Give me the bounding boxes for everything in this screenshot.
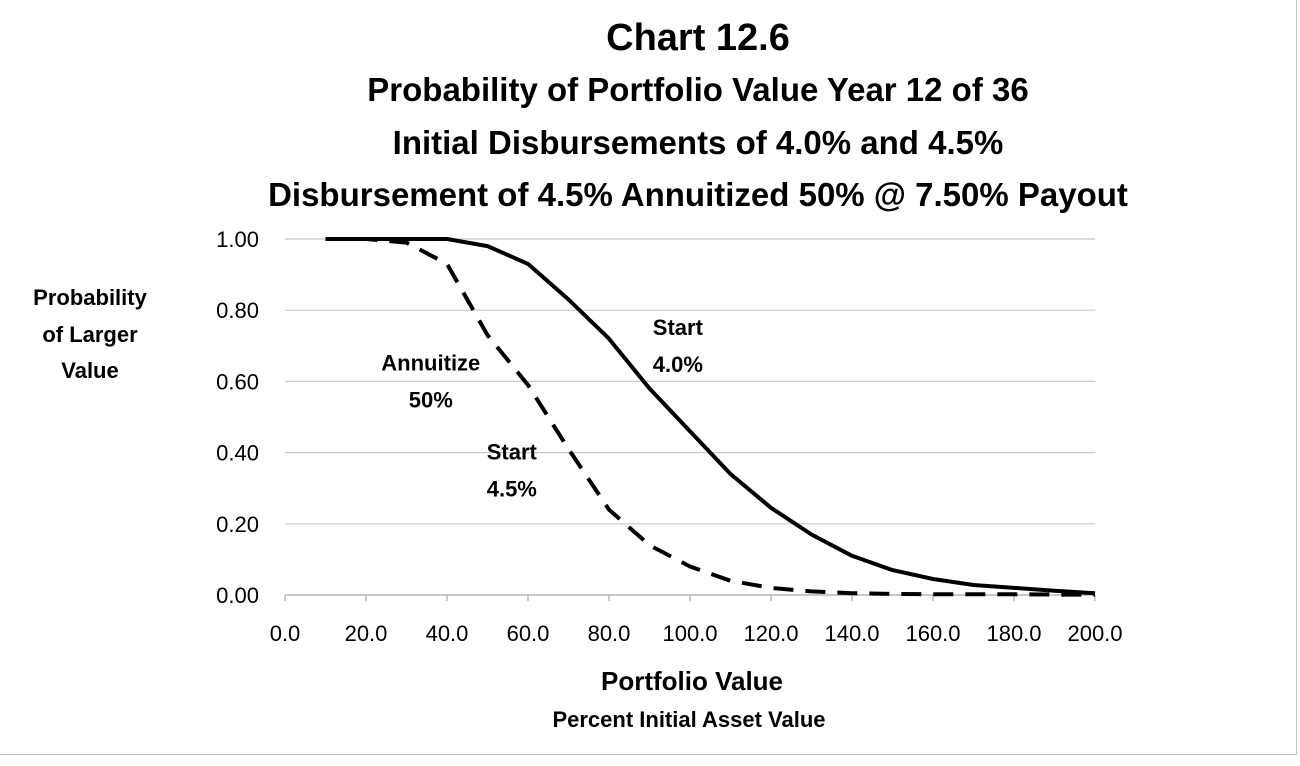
x-tick-label: 140.0: [824, 621, 879, 646]
x-tick-label: 100.0: [662, 621, 717, 646]
series-line-solid: [325, 237, 1096, 596]
series-lines: [325, 237, 1096, 597]
x-tick-label: 120.0: [743, 621, 798, 646]
chart-subtitle-1: Probability of Portfolio Value Year 12 o…: [367, 71, 1028, 108]
annotation-line: Start: [653, 315, 704, 340]
annotation-label: Start 4.0%: [653, 315, 704, 377]
x-axis-label: Portfolio Value: [601, 666, 783, 696]
y-tick-label: 0.00: [216, 583, 259, 608]
series-line-dashed: [325, 237, 1095, 597]
chart-title: Chart 12.6: [606, 17, 790, 59]
x-tick-label: 200.0: [1067, 621, 1122, 646]
y-axis-ticks: 0.00 0.20 0.40 0.60 0.80 1.00: [216, 227, 259, 608]
chart-subtitle-2: Initial Disbursements of 4.0% and 4.5%: [393, 124, 1004, 161]
x-tick-label: 180.0: [986, 621, 1041, 646]
x-tick-label: 160.0: [905, 621, 960, 646]
y-tick-label: 0.20: [216, 512, 259, 537]
annotation-line: Start: [487, 440, 538, 465]
x-axis-ticks: 0.0 20.0 40.0 60.0 80.0 100.0 120.0 140.0 160.0 1…: [270, 621, 1123, 646]
x-tick-label: 40.0: [426, 621, 469, 646]
x-tick-label: 0.0: [270, 621, 301, 646]
annotation-line: 50%: [409, 388, 453, 413]
x-tick-label: 60.0: [507, 621, 550, 646]
x-axis-sublabel: Percent Initial Asset Value: [552, 707, 825, 732]
chart-subtitle-3: Disbursement of 4.5% Annuitized 50% @ 7.…: [268, 176, 1128, 213]
y-tick-label: 0.80: [216, 298, 259, 323]
y-axis-label-line-3: Value: [61, 358, 118, 383]
annotation-line: Annuitize: [381, 351, 480, 376]
annotation-line: 4.0%: [653, 352, 703, 377]
annotation-label: Annuitize 50%: [381, 351, 480, 413]
x-tick-label: 20.0: [345, 621, 388, 646]
y-tick-label: 1.00: [216, 227, 259, 252]
y-tick-label: 0.60: [216, 369, 259, 394]
x-tick-label: 80.0: [588, 621, 631, 646]
y-axis-label-line-2: of Larger: [42, 322, 138, 347]
y-tick-label: 0.40: [216, 441, 259, 466]
annotations: Start 4.0% Annuitize 50% Start 4.5%: [381, 315, 703, 502]
annotation-label: Start 4.5%: [487, 440, 538, 502]
annotation-line: 4.5%: [487, 477, 537, 502]
gridlines: [284, 238, 1096, 601]
y-axis-label-line-1: Probability: [33, 285, 147, 310]
